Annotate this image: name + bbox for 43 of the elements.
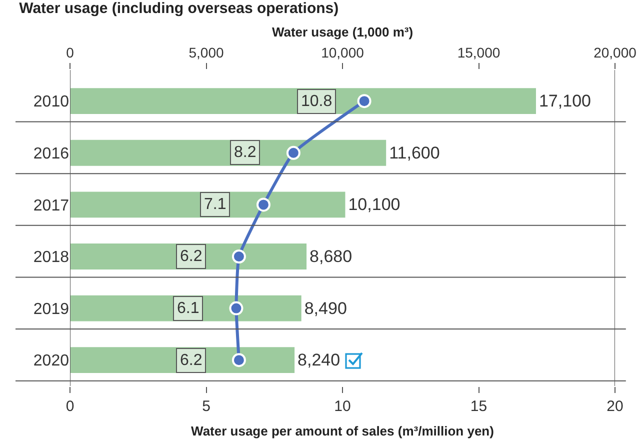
x-tick-label: 20,000 bbox=[594, 44, 637, 60]
data-label: 17,100 bbox=[538, 92, 591, 111]
data-label: 6.2 bbox=[180, 352, 202, 369]
bar bbox=[70, 140, 386, 166]
y-tick-label: 2016 bbox=[33, 145, 70, 162]
chart-title: Water usage (including overseas operations) bbox=[19, 0, 339, 17]
y-tick-label: 2020 bbox=[33, 352, 70, 370]
data-label: 7.1 bbox=[204, 196, 226, 213]
point bbox=[357, 94, 372, 108]
x-tick-label: 10,000 bbox=[321, 44, 364, 60]
x2-tick-label: 15 bbox=[470, 398, 488, 415]
x2-tick-label: 20 bbox=[606, 398, 624, 415]
x-tick-label: 5,000 bbox=[188, 44, 224, 60]
point bbox=[229, 301, 244, 316]
data-label: 11,600 bbox=[389, 143, 440, 162]
x2-axis-title: Water usage per amount of sales (m³/million yen) bbox=[191, 424, 494, 439]
data-label: 8,240 bbox=[298, 350, 340, 370]
x2-tick-label: 5 bbox=[202, 398, 210, 415]
data-label: 8,680 bbox=[310, 246, 352, 266]
bar bbox=[70, 295, 302, 322]
bar bbox=[70, 192, 346, 218]
x-tick-label: 0 bbox=[66, 44, 74, 60]
point bbox=[232, 353, 246, 368]
y-tick-label: 2010 bbox=[33, 94, 70, 111]
point bbox=[232, 249, 246, 264]
x2-tick-label: 10 bbox=[334, 398, 351, 415]
data-label: 6.2 bbox=[180, 248, 202, 265]
y-tick-label: 2017 bbox=[33, 197, 70, 214]
data-label: 8.2 bbox=[234, 144, 256, 161]
data-label: 10,100 bbox=[348, 195, 400, 214]
data-label: 6.1 bbox=[177, 300, 200, 317]
data-label: 8,490 bbox=[304, 298, 347, 318]
bar bbox=[70, 244, 307, 270]
x-axis-title: Water usage (1,000 m³) bbox=[272, 24, 414, 40]
y-tick-label: 2018 bbox=[33, 249, 70, 266]
bar bbox=[70, 347, 295, 374]
point bbox=[286, 146, 300, 160]
x-tick-label: 15,000 bbox=[457, 44, 500, 60]
point bbox=[256, 198, 270, 212]
data-label: 10.8 bbox=[301, 93, 332, 110]
x2-tick-label: 0 bbox=[66, 398, 74, 415]
bar bbox=[70, 88, 536, 114]
y-tick-label: 2019 bbox=[33, 300, 70, 318]
